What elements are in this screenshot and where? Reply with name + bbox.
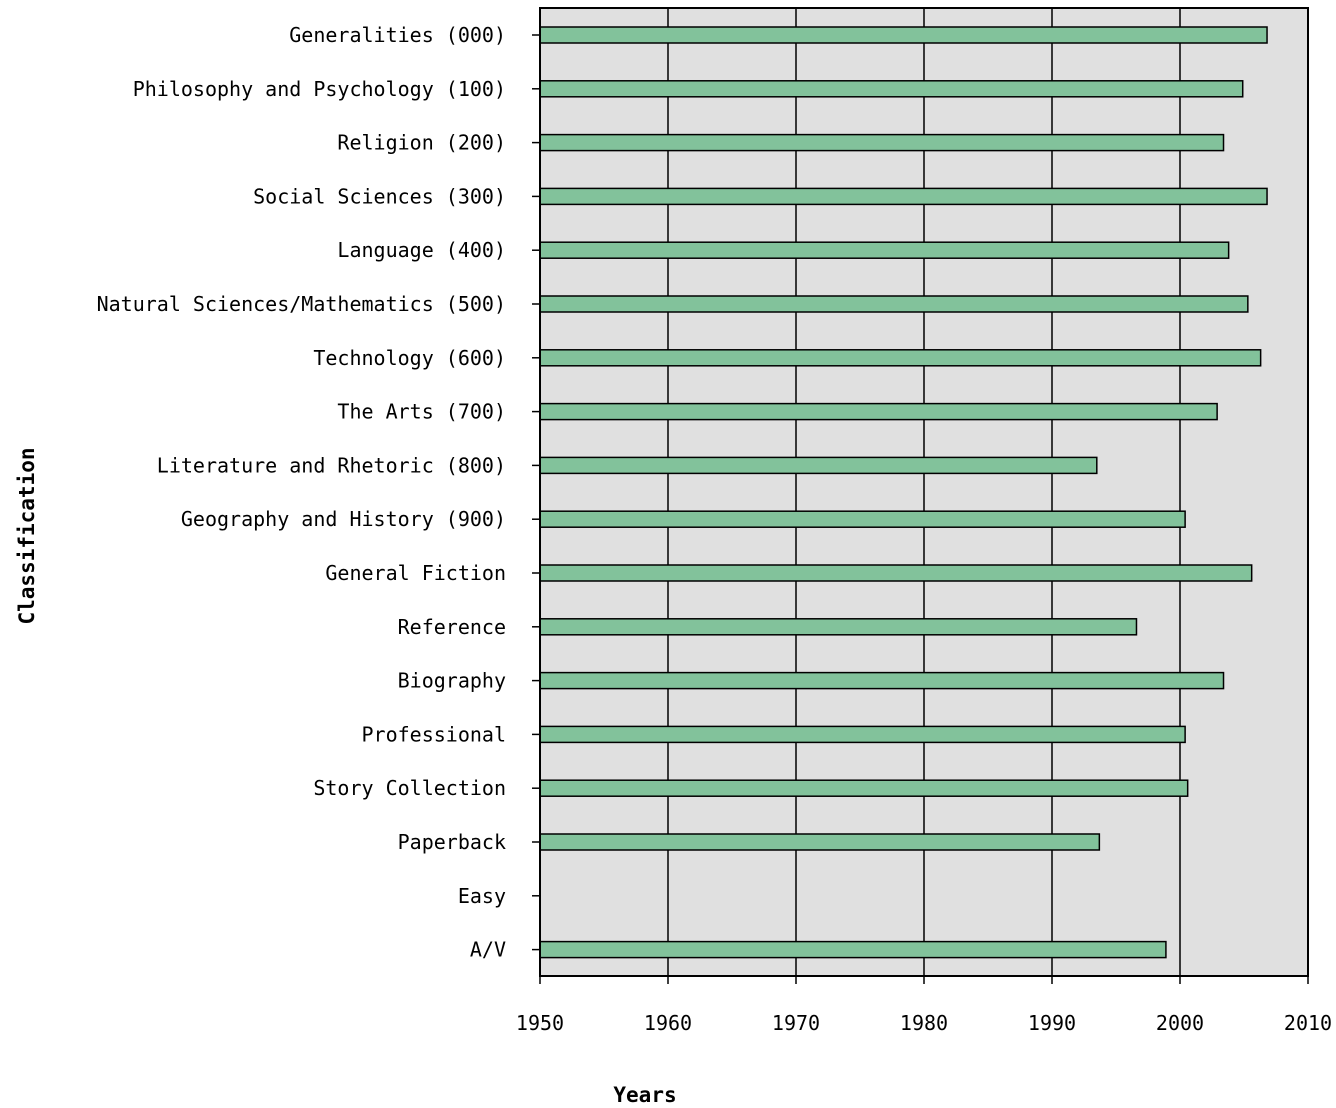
- y-tick-label: Biography: [398, 669, 506, 693]
- x-tick-label: 1970: [772, 1011, 820, 1035]
- y-tick-label: A/V: [470, 938, 506, 962]
- y-tick-label: Social Sciences (300): [253, 184, 506, 208]
- bar: [539, 564, 1253, 582]
- x-tick-label: 1980: [900, 1011, 948, 1035]
- y-tick-label: Paperback: [398, 830, 506, 854]
- y-tick-label: Language (400): [337, 238, 506, 262]
- bar: [539, 402, 1218, 421]
- bar: [539, 725, 1186, 744]
- y-tick-label: Easy: [458, 884, 506, 908]
- bar: [539, 187, 1268, 206]
- bar: [539, 456, 1098, 475]
- bar: [539, 510, 1186, 528]
- x-tick-label: 2000: [1156, 1011, 1204, 1035]
- bar: [539, 80, 1244, 98]
- y-tick-label: Professional: [362, 722, 507, 746]
- x-axis-title: Years: [613, 1083, 676, 1107]
- y-tick-label: General Fiction: [325, 561, 506, 585]
- x-tick-label: 2010: [1284, 1011, 1332, 1035]
- y-tick-label: Natural Sciences/Mathematics (500): [97, 292, 506, 316]
- bar: [539, 671, 1225, 690]
- bar: [539, 618, 1138, 636]
- bar: [539, 295, 1249, 313]
- bar: [539, 349, 1262, 367]
- x-tick-label: 1960: [644, 1011, 692, 1035]
- y-tick-label: Literature and Rhetoric (800): [157, 453, 506, 477]
- y-tick-label: Geography and History (900): [181, 507, 506, 531]
- y-tick-label: Philosophy and Psychology (100): [133, 77, 506, 101]
- y-tick-label: Technology (600): [313, 346, 506, 370]
- y-tick-label: Generalities (000): [289, 23, 506, 47]
- y-axis-title: Classification: [15, 447, 39, 624]
- x-tick-label: 1950: [516, 1011, 564, 1035]
- bar: [539, 241, 1230, 259]
- y-tick-label: Story Collection: [313, 776, 506, 800]
- y-tick-label: The Arts (700): [337, 400, 506, 424]
- x-ticks: 1950 1960 1970 1980 1990 2000 2010: [516, 976, 1332, 1035]
- bar: [539, 779, 1189, 797]
- y-ticks: Generalities (000) Philosophy and Psychol…: [97, 23, 540, 962]
- bar: [539, 833, 1101, 851]
- y-tick-label: Religion (200): [337, 131, 506, 155]
- bars: [539, 26, 1268, 959]
- bar: [539, 26, 1268, 44]
- y-tick-label: Reference: [398, 615, 506, 639]
- x-tick-label: 1990: [1028, 1011, 1076, 1035]
- bar: [539, 133, 1225, 152]
- bar: [539, 940, 1167, 959]
